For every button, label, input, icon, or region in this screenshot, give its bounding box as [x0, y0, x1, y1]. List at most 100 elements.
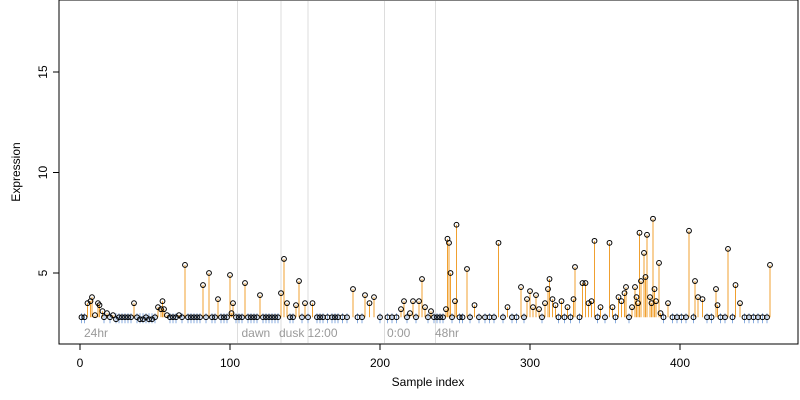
data-point-178	[638, 278, 644, 284]
data-point-151	[561, 314, 568, 321]
data-point-141	[533, 292, 539, 299]
data-point-137	[521, 314, 527, 321]
data-point-86	[332, 314, 338, 321]
data-point-72	[284, 300, 290, 307]
data-point-143	[539, 314, 545, 321]
points-layer	[78, 215, 773, 323]
stems-layer	[81, 218, 771, 324]
data-point-146	[546, 276, 553, 282]
data-point-142	[536, 306, 542, 313]
data-point-186	[653, 298, 659, 305]
data-point-188	[657, 310, 664, 317]
data-point-63	[257, 292, 263, 299]
data-point-174	[632, 284, 638, 290]
data-point-68	[272, 314, 278, 321]
data-point-111	[431, 314, 437, 321]
data-point-10	[104, 310, 110, 317]
data-point-5	[92, 312, 98, 319]
data-point-94	[366, 300, 373, 307]
data-point-185	[651, 286, 658, 292]
data-point-36	[179, 314, 185, 321]
phase-label-0: 24hr	[84, 326, 108, 340]
data-point-107	[419, 276, 425, 282]
data-point-190	[665, 300, 671, 307]
data-point-93	[362, 292, 368, 299]
data-point-199	[699, 296, 706, 303]
data-point-136	[518, 284, 524, 290]
data-point-154	[570, 296, 577, 303]
data-point-139	[527, 288, 533, 294]
x-tick-label-0: 0	[77, 356, 84, 370]
data-point-144	[542, 300, 548, 307]
phase-dividers	[237, 1, 436, 343]
data-point-207	[729, 314, 736, 321]
data-point-176	[635, 300, 641, 307]
data-point-206	[725, 245, 731, 252]
data-point-53	[228, 310, 235, 317]
data-point-101	[401, 298, 407, 305]
data-point-152	[564, 304, 571, 311]
data-point-140	[530, 304, 536, 311]
phase-label-4: 0:00	[387, 326, 411, 340]
x-axis: 0 100 200 300 400	[77, 344, 690, 370]
data-point-89	[344, 314, 350, 321]
data-point-74	[290, 314, 296, 321]
data-point-175	[633, 294, 640, 301]
data-point-76	[296, 278, 302, 284]
data-point-70	[278, 290, 284, 297]
data-point-109	[425, 314, 431, 321]
phase-labels: 24hr dawn dusk 12:00 0:00 48hr	[84, 326, 459, 340]
data-point-40	[191, 314, 197, 321]
data-point-67	[269, 314, 275, 321]
data-point-202	[713, 286, 719, 292]
data-point-16	[122, 314, 128, 321]
data-point-12	[110, 312, 116, 319]
data-point-127	[476, 314, 482, 321]
data-point-79	[305, 314, 311, 321]
data-point-75	[293, 302, 299, 309]
data-point-14	[116, 314, 122, 321]
data-point-44	[203, 314, 209, 321]
data-point-148	[552, 302, 559, 309]
data-point-7	[96, 302, 103, 309]
data-point-29	[159, 298, 166, 305]
data-point-198	[695, 294, 701, 301]
data-point-26	[152, 314, 158, 321]
data-point-123	[459, 314, 466, 321]
data-point-172	[626, 314, 632, 321]
data-point-78	[302, 300, 308, 307]
data-point-197	[692, 278, 698, 284]
phase-label-3: 12:00	[308, 326, 338, 340]
data-point-164	[602, 314, 608, 321]
data-point-145	[545, 286, 551, 292]
x-tick-label-2: 200	[370, 356, 390, 370]
data-point-104	[410, 298, 416, 305]
data-point-15	[119, 314, 125, 321]
data-point-166	[609, 304, 616, 311]
data-point-158	[582, 280, 589, 286]
data-point-112	[434, 314, 440, 321]
y-tick-label-1: 10	[36, 166, 50, 180]
data-point-182	[647, 294, 653, 301]
data-point-17	[125, 314, 131, 321]
phase-label-1: dawn	[242, 326, 271, 340]
data-point-201	[708, 314, 715, 321]
x-axis-title: Sample index	[392, 375, 465, 389]
data-point-95	[371, 294, 377, 301]
y-tick-label-2: 15	[36, 65, 50, 79]
data-point-189	[660, 314, 667, 321]
data-point-184	[650, 215, 656, 222]
data-point-45	[206, 270, 212, 276]
data-point-179	[641, 250, 647, 256]
data-point-47	[212, 314, 218, 321]
y-axis-title: Expression	[9, 142, 23, 201]
data-point-113	[437, 314, 443, 321]
data-point-19	[131, 300, 137, 307]
data-point-156	[576, 314, 583, 321]
data-point-73	[287, 314, 293, 321]
data-point-69	[275, 314, 281, 321]
data-point-167	[612, 314, 619, 321]
data-point-61	[251, 314, 257, 321]
data-point-100	[398, 306, 404, 313]
